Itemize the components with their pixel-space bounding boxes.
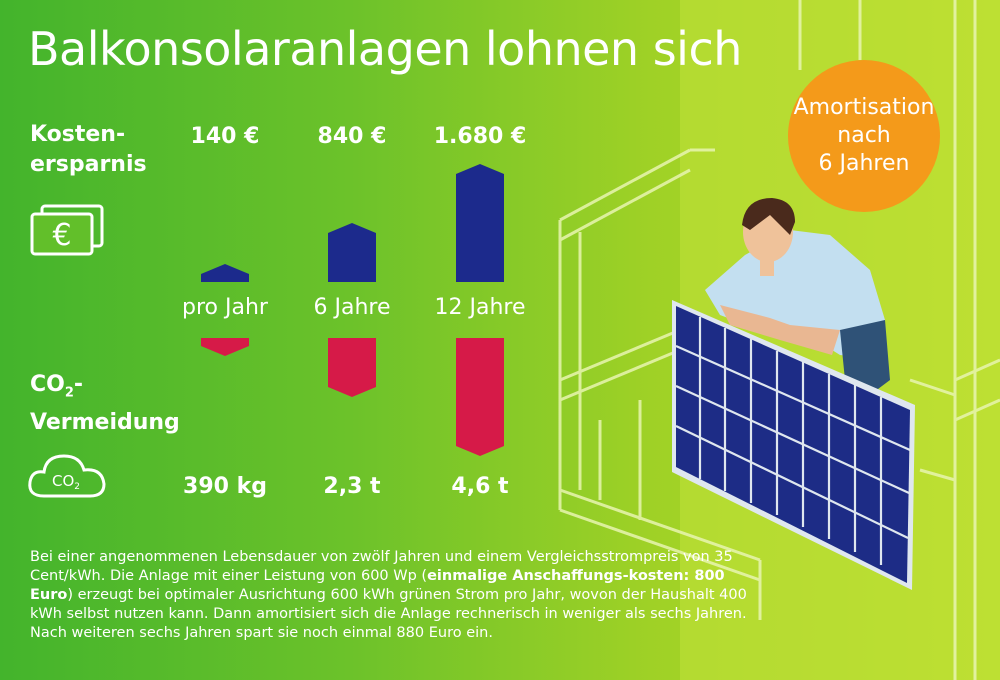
building-lines	[558, 0, 1000, 680]
badge-line3: 6 Jahren	[818, 151, 910, 176]
money-icon: €	[30, 204, 104, 256]
co2-value-label: 390 kg	[183, 474, 267, 499]
co2-value-label: 4,6 t	[451, 474, 509, 499]
page-title: Balkonsolaranlagen lohnen sich	[28, 22, 742, 76]
co2-cloud-icon: CO2	[28, 454, 106, 498]
cost-value-label: 1.680 €	[433, 124, 527, 149]
badge-line2: nach	[837, 123, 891, 148]
co2-bar	[456, 338, 504, 456]
cost-bar	[201, 264, 249, 282]
euro-symbol: €	[52, 218, 71, 253]
period-label: 6 Jahre	[313, 295, 391, 320]
cost-bar	[328, 223, 376, 282]
co2-bar	[328, 338, 376, 397]
cost-value-label: 840 €	[317, 124, 387, 149]
cost-label-line2: ersparnis	[30, 152, 147, 177]
period-label: 12 Jahre	[434, 295, 526, 320]
co2-value-label: 2,3 t	[323, 474, 381, 499]
badge-line1: Amortisation	[793, 95, 935, 120]
footnote-bold: einmalige Anschaffungs-kosten: 800 Euro	[30, 568, 725, 603]
co2-label-line2: Vermeidung	[30, 410, 180, 436]
amortisation-badge: Amortisation nach 6 Jahren	[788, 60, 940, 212]
cost-savings-label: Kosten- ersparnis	[30, 120, 147, 180]
cost-label-line1: Kosten-	[30, 122, 126, 147]
co2-label-line1: CO2-	[30, 372, 84, 401]
period-label: pro Jahr	[182, 295, 268, 320]
footnote: Bei einer angenommenen Lebensdauer von z…	[30, 549, 747, 641]
solar-panel	[672, 300, 915, 590]
cost-value-label: 140 €	[190, 124, 260, 149]
co2-avoidance-label: CO2- Vermeidung	[30, 370, 180, 438]
cost-bar	[456, 164, 504, 282]
person	[705, 198, 890, 395]
svg-text:CO2: CO2	[52, 472, 80, 492]
co2-bar	[201, 338, 249, 356]
